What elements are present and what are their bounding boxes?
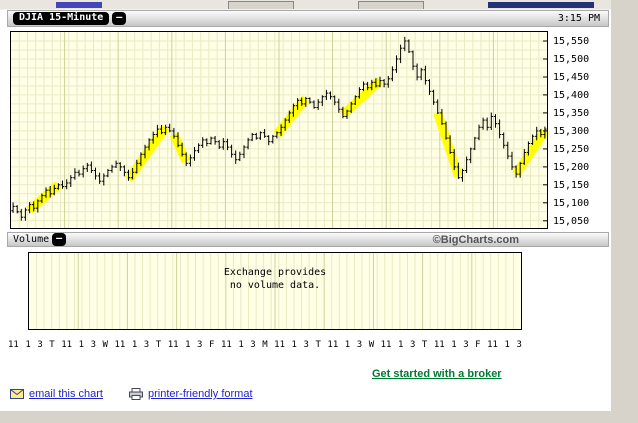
printer-friendly-link[interactable]: printer-friendly format (147, 388, 253, 400)
x-axis-label: 1 (185, 340, 191, 350)
x-axis-label: W (368, 340, 375, 350)
toolbar-text-fragment (488, 2, 594, 8)
x-axis-label: T (49, 340, 55, 350)
price-axis-label: 15,350 (553, 107, 590, 119)
price-axis-label: 15,550 (553, 36, 590, 47)
footer-links: email this chart printer-friendly format (10, 388, 253, 400)
x-axis-label: 3 (303, 340, 309, 350)
x-axis-label: 1 (78, 340, 85, 350)
x-axis-label: M (262, 340, 268, 350)
x-axis-label: T (155, 340, 162, 350)
x-axis-label: 1 (25, 340, 31, 350)
x-axis-label: 11 (220, 340, 232, 350)
x-axis-label: 11 (114, 340, 126, 350)
x-axis-label: 3 (250, 340, 256, 350)
email-icon (10, 389, 24, 399)
price-axis-label: 15,400 (553, 89, 590, 101)
partial-toolbar (0, 0, 611, 10)
x-axis-label: 1 (291, 340, 297, 350)
x-axis-label: 1 (344, 340, 351, 350)
toolbar-link-fragment[interactable] (56, 2, 102, 8)
price-chart-area: 15,550 15,500 15,450 15,400 15,350 15,300 15,2… (0, 27, 611, 232)
x-axis-label: 11 (487, 340, 498, 350)
x-axis-label: 11 (380, 340, 392, 350)
x-axis-label: F (475, 340, 481, 350)
x-axis-labels: 11 1 3 T 11 1 3 W 11 1 3 T 11 1 3 F 11 1 3 M 11 1 3 T 11 1 3 W 11 1 3 T… (8, 340, 522, 350)
x-axis-label: W (102, 340, 108, 350)
chart-title-bar: DJIA 15-Minute — 3:15 PM (7, 10, 609, 27)
broker-promo: Get started with a broker (372, 364, 611, 382)
x-axis-label: 11 (433, 340, 445, 350)
volume-plot: Exchange provides no volume data. (28, 252, 522, 330)
volume-title: Volume (13, 234, 50, 245)
price-axis-label: 15,450 (553, 72, 590, 83)
toolbar-dropdown-fragment[interactable] (228, 1, 294, 9)
price-axis-label: 15,150 (553, 179, 590, 191)
email-chart-link[interactable]: email this chart (29, 388, 103, 400)
x-axis-label: 1 (238, 340, 244, 350)
x-axis-label: F (208, 340, 215, 350)
broker-link[interactable]: Get started with a broker (372, 368, 502, 380)
volume-note: Exchange provides no volume data. (29, 266, 521, 292)
x-axis-label: 3 (143, 340, 150, 350)
x-axis-label: 11 (167, 340, 179, 350)
price-chart-svg (11, 32, 547, 228)
volume-area: Exchange provides no volume data. (0, 247, 611, 337)
x-axis-label: 3 (516, 340, 522, 350)
x-axis-label: 11 (327, 340, 339, 350)
x-axis-label: 11 (274, 340, 286, 350)
volume-title-bar: Volume — ©BigCharts.com (7, 232, 609, 247)
x-axis-label: 11 (8, 340, 19, 350)
x-axis-label: 3 (90, 340, 96, 350)
chart-title-pill: DJIA 15-Minute (13, 12, 110, 25)
price-axis-label: 15,500 (553, 54, 590, 65)
x-axis-label: 1 (451, 340, 457, 350)
x-axis-label: 1 (131, 340, 138, 350)
x-axis-label: 3 (463, 340, 469, 350)
bigcharts-copyright: ©BigCharts.com (432, 233, 519, 246)
x-axis-label: 3 (356, 340, 363, 350)
x-axis-label: 3 (197, 340, 203, 350)
x-axis-label: 1 (504, 340, 510, 350)
price-plot (10, 31, 548, 229)
x-axis-label: T (315, 340, 321, 350)
collapse-chart-button[interactable]: — (112, 12, 127, 25)
price-axis: 15,550 15,500 15,450 15,400 15,350 15,300 15,2… (553, 32, 605, 228)
x-axis-label: 3 (409, 340, 416, 350)
x-axis-label: T (421, 340, 428, 350)
quote-time: 3:15 PM (557, 13, 600, 24)
printer-icon (128, 388, 143, 400)
x-axis-label: 11 (61, 340, 73, 350)
price-axis-label: 15,100 (553, 197, 590, 209)
x-axis-label: 1 (398, 340, 404, 350)
price-axis-label: 15,200 (553, 161, 590, 173)
price-axis-label: 15,050 (553, 215, 590, 227)
volume-note-line: no volume data. (229, 280, 321, 291)
volume-note-line: Exchange provides (223, 267, 327, 278)
collapse-volume-button[interactable]: — (52, 233, 67, 246)
price-axis-label: 15,300 (553, 125, 590, 137)
x-axis-label: 3 (37, 340, 43, 350)
toolbar-dropdown-fragment[interactable] (358, 1, 424, 9)
price-axis-label: 15,250 (553, 143, 590, 155)
chart-page: DJIA 15-Minute — 3:15 PM 15,550 15,500 15,… (0, 0, 611, 411)
volume-chart-svg (36, 253, 514, 329)
